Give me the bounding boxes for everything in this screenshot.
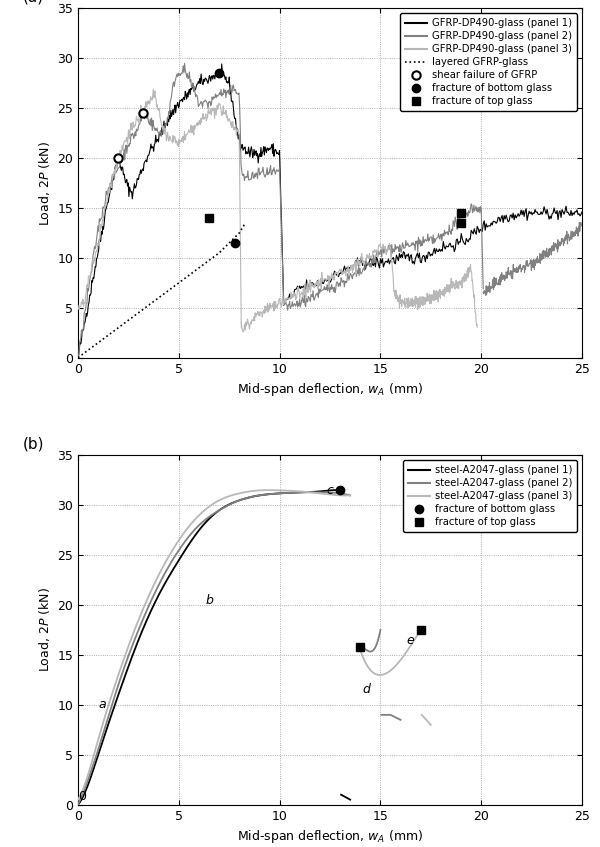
Text: c: c	[326, 484, 334, 497]
Text: b: b	[205, 594, 213, 606]
Y-axis label: Load, 2$P$ (kN): Load, 2$P$ (kN)	[37, 141, 52, 225]
Text: d: d	[362, 684, 370, 696]
X-axis label: Mid-span deflection, $w_A$ (mm): Mid-span deflection, $w_A$ (mm)	[237, 381, 423, 398]
Text: e: e	[407, 634, 415, 646]
Legend: steel-A2047-glass (panel 1), steel-A2047-glass (panel 2), steel-A2047-glass (pan: steel-A2047-glass (panel 1), steel-A2047…	[403, 461, 577, 533]
Text: a: a	[98, 699, 106, 711]
Text: (a): (a)	[23, 0, 44, 5]
Y-axis label: Load, 2$P$ (kN): Load, 2$P$ (kN)	[37, 588, 52, 673]
Text: (b): (b)	[23, 437, 44, 452]
Text: 0: 0	[78, 790, 86, 803]
Legend: GFRP-DP490-glass (panel 1), GFRP-DP490-glass (panel 2), GFRP-DP490-glass (panel : GFRP-DP490-glass (panel 1), GFRP-DP490-g…	[400, 14, 577, 112]
X-axis label: Mid-span deflection, $w_A$ (mm): Mid-span deflection, $w_A$ (mm)	[237, 828, 423, 845]
